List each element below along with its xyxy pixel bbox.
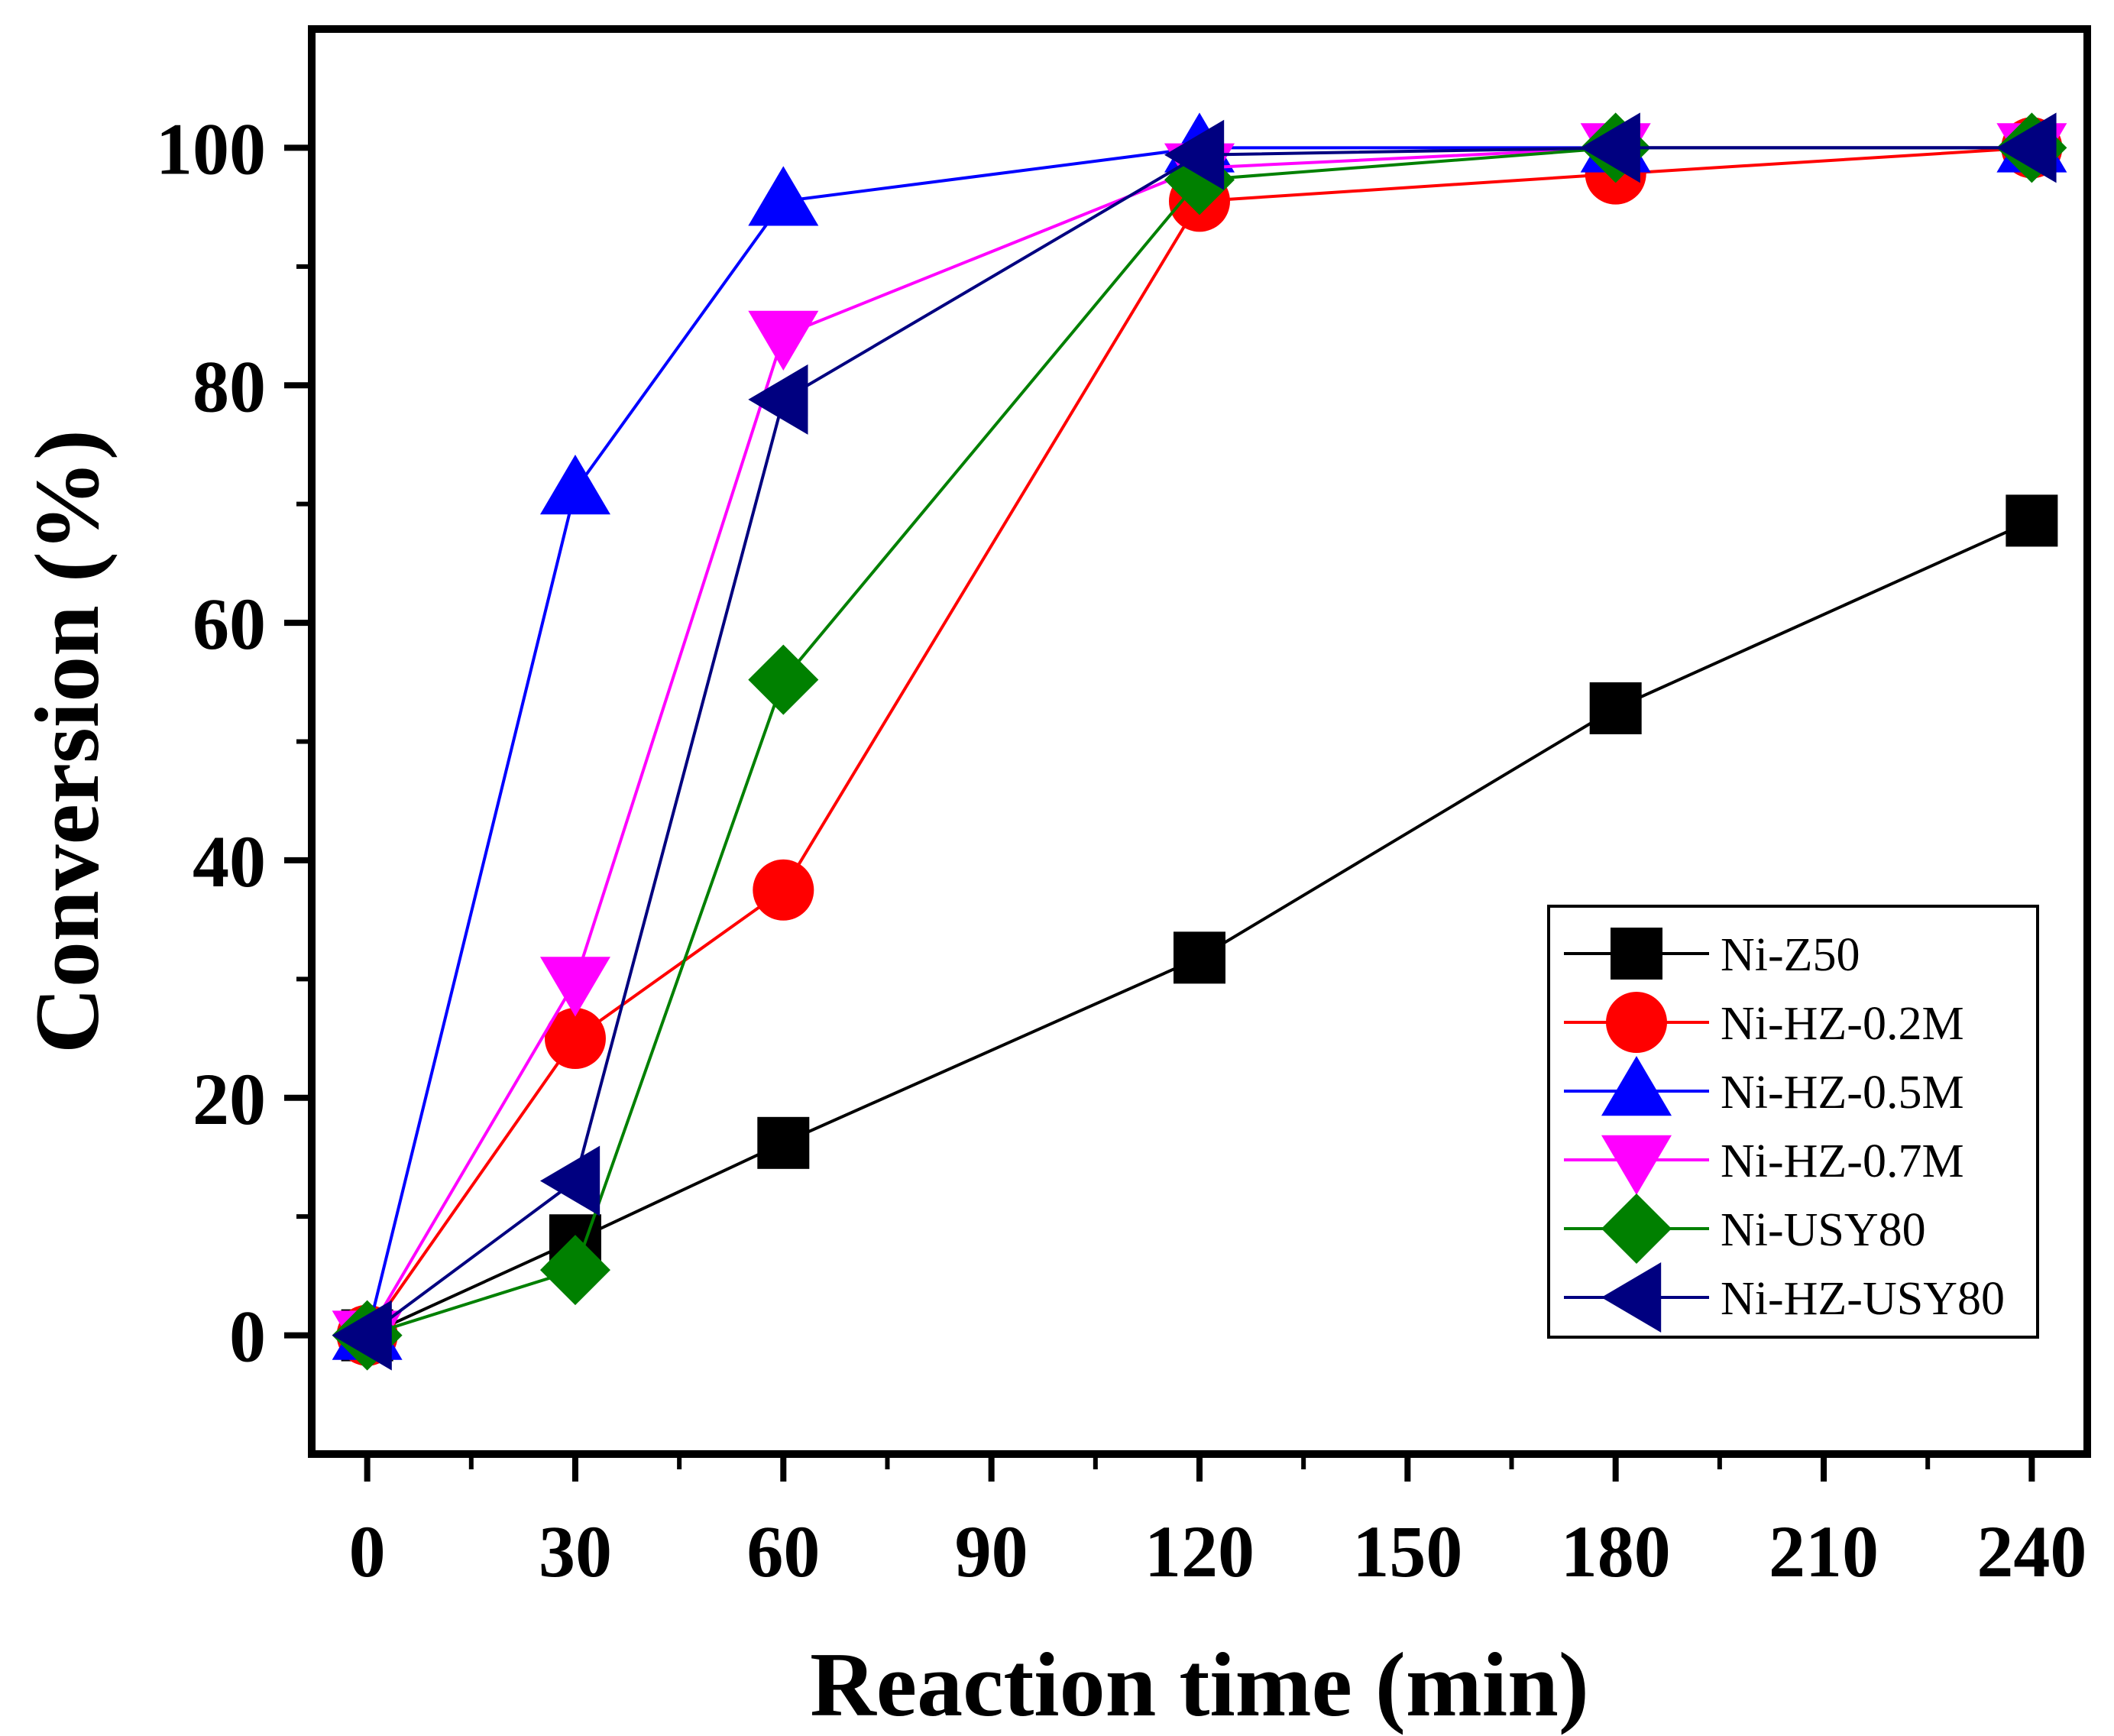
legend-label: Ni-HZ-USY80 <box>1721 1273 2005 1325</box>
data-point <box>1589 682 1642 734</box>
y-tick-label: 0 <box>229 1296 266 1378</box>
x-axis-title: Reaction time (min) <box>810 1634 1589 1735</box>
data-point <box>1174 931 1225 984</box>
data-point <box>544 1008 606 1070</box>
data-point <box>748 364 808 435</box>
data-point <box>748 310 819 371</box>
series-line <box>365 146 2032 1336</box>
y-tick-label: 80 <box>193 345 266 427</box>
data-point <box>748 166 819 226</box>
y-tick-label: 20 <box>193 1058 266 1140</box>
y-tick-label: 60 <box>193 583 266 665</box>
data-point <box>539 1235 610 1306</box>
data-point <box>1996 112 2057 183</box>
x-tick-label: 180 <box>1561 1511 1671 1592</box>
x-tick-label: 210 <box>1769 1511 1879 1592</box>
legend-marker <box>1601 1135 1672 1195</box>
legend-marker <box>1611 928 1662 980</box>
legend-label: Ni-Z50 <box>1721 929 1860 981</box>
y-axis-title: Conversion (%) <box>16 429 118 1054</box>
legend-label: Ni-HZ-0.5M <box>1721 1067 1964 1119</box>
legend-marker <box>1606 992 1667 1053</box>
legend-item: Ni-HZ-0.5M <box>1564 1056 1964 1119</box>
data-point <box>757 1116 810 1169</box>
data-point <box>332 1300 392 1371</box>
legend-item: Ni-HZ-0.7M <box>1564 1135 1964 1195</box>
series-line <box>366 146 2032 1337</box>
tick-labels: 0 30 60 90 120 150 180 210 240 0 20 40 60 80 100 <box>156 108 2086 1592</box>
data-point <box>539 1145 601 1216</box>
data-point <box>539 455 610 515</box>
data-point <box>539 957 610 1017</box>
data-point <box>2006 494 2058 547</box>
data-series <box>332 112 2067 1371</box>
data-point <box>1164 119 1225 190</box>
y-tick-label: 100 <box>156 108 266 189</box>
legend-item: Ni-HZ-0.2M <box>1564 992 1964 1053</box>
legend-marker <box>1601 1194 1672 1264</box>
data-point <box>748 644 819 715</box>
x-tick-label: 150 <box>1352 1511 1462 1592</box>
x-tick-label: 0 <box>349 1511 386 1592</box>
legend-label: Ni-HZ-0.2M <box>1721 998 1964 1050</box>
y-tick-label: 40 <box>193 821 266 902</box>
series-ni-hz-usy80 <box>332 112 2057 1371</box>
axis-ticks <box>284 144 2035 1482</box>
x-tick-label: 90 <box>955 1511 1028 1592</box>
data-point <box>1580 112 1640 183</box>
series-line <box>366 519 2033 1337</box>
legend-marker <box>1601 1262 1662 1333</box>
x-tick-label: 60 <box>746 1511 820 1592</box>
legend-item: Ni-HZ-USY80 <box>1564 1262 2005 1333</box>
x-tick-label: 120 <box>1144 1511 1254 1592</box>
x-tick-label: 240 <box>1976 1511 2086 1592</box>
data-point <box>753 859 814 921</box>
legend: Ni-Z50 Ni-HZ-0.2M Ni-HZ-0.5M Ni-HZ-0.7M Ni-U… <box>1547 905 2039 1339</box>
legend-marker <box>1601 1056 1672 1116</box>
legend-item: Ni-Z50 <box>1564 928 1860 981</box>
legend-label: Ni-HZ-0.7M <box>1721 1135 1964 1187</box>
legend-item: Ni-USY80 <box>1564 1194 1926 1264</box>
legend-label: Ni-USY80 <box>1721 1204 1926 1256</box>
x-tick-label: 30 <box>539 1511 612 1592</box>
